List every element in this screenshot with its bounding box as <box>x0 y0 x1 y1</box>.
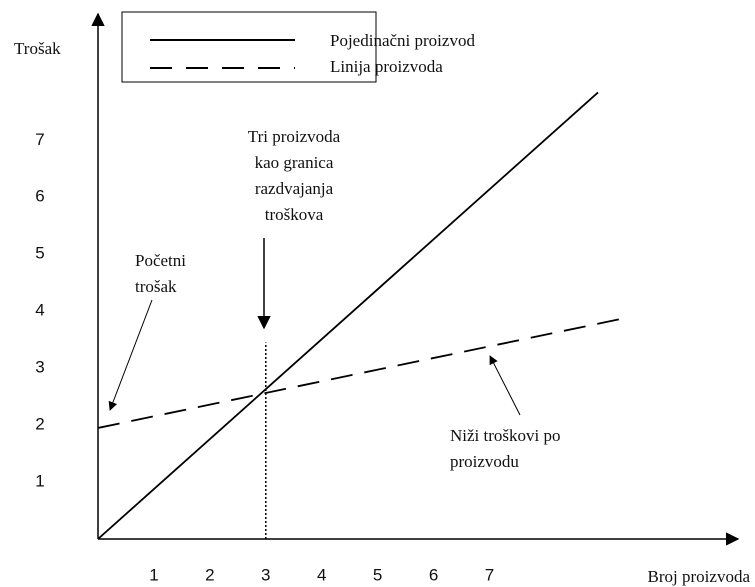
annotation-arrow <box>108 299 153 411</box>
y-axis-label: Trošak <box>14 39 61 58</box>
x-tick-label: 3 <box>261 565 270 584</box>
x-axis-label: Broj proizvoda <box>648 567 751 586</box>
x-tick-label: 5 <box>373 565 382 584</box>
legend <box>121 11 377 83</box>
y-tick-label: 1 <box>35 472 44 491</box>
annotation: troškova <box>265 205 324 224</box>
y-tick-label: 5 <box>35 244 44 263</box>
y-tick-label: 7 <box>35 130 44 149</box>
y-tick-label: 4 <box>35 301 44 320</box>
series-line <box>97 91 599 540</box>
x-tick-label: 6 <box>429 565 438 584</box>
annotation: razdvajanja <box>255 179 334 198</box>
annotation: trošak <box>135 277 177 296</box>
annotation: kao granica <box>255 153 334 172</box>
x-tick-label: 7 <box>485 565 494 584</box>
series-line <box>97 317 626 429</box>
annotation-arrow <box>489 355 521 416</box>
x-tick-label: 1 <box>149 565 158 584</box>
annotation: Niži troškovi po <box>450 426 561 445</box>
annotation: Početni <box>135 251 186 270</box>
y-tick-label: 6 <box>35 187 44 206</box>
annotation: Tri proizvoda <box>248 127 341 146</box>
x-tick-label: 2 <box>205 565 214 584</box>
legend-label: Linija proizvoda <box>330 57 443 76</box>
legend-label: Pojedinačni proizvod <box>330 31 475 50</box>
y-tick-label: 2 <box>35 415 44 434</box>
x-tick-label: 4 <box>317 565 326 584</box>
annotation: proizvodu <box>450 452 519 471</box>
y-tick-label: 3 <box>35 358 44 377</box>
